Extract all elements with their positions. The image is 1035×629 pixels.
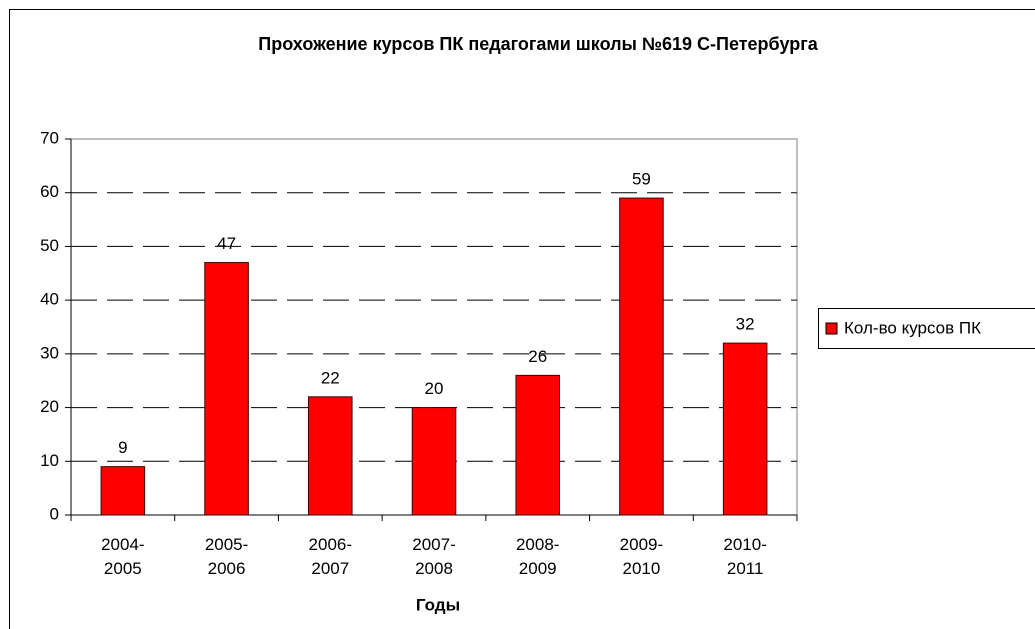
x-tick-label: 2008-2009: [515, 535, 560, 578]
x-tick-label: 2010-2011: [723, 535, 767, 578]
x-tick-label: 2004-2005: [101, 535, 145, 578]
bar: [619, 197, 664, 516]
x-axis-title: Годы: [416, 595, 460, 614]
y-tick-label: 60: [40, 182, 59, 201]
y-tick-label: 70: [40, 128, 59, 147]
data-label: 22: [321, 368, 340, 387]
bar: [722, 342, 768, 516]
data-label: 59: [632, 170, 651, 189]
x-tick-label: 2006-2007: [308, 535, 353, 578]
x-tick-label: 2005-2006: [204, 535, 249, 578]
bar: [411, 407, 457, 516]
legend-box: [818, 308, 1035, 349]
data-label: 26: [528, 347, 547, 366]
data-label: 32: [736, 315, 755, 334]
y-tick-label: 40: [40, 290, 59, 309]
legend-label: Кол-во курсов ПК: [844, 318, 981, 337]
bar: [515, 374, 560, 516]
y-tick-label: 10: [40, 451, 59, 470]
chart-title: Прохожение курсов ПК педагогами школы №6…: [258, 34, 818, 54]
bar: [100, 466, 146, 516]
y-tick-label: 30: [40, 343, 59, 362]
legend-swatch: [825, 322, 838, 335]
bar: [204, 262, 249, 516]
x-tick-label: 2007-2008: [412, 535, 456, 578]
data-label: 20: [425, 379, 444, 398]
y-tick-label: 50: [40, 236, 59, 255]
bar: [308, 396, 353, 516]
data-label: 47: [217, 234, 236, 253]
y-tick-label: 0: [50, 504, 59, 523]
y-tick-label: 20: [40, 397, 59, 416]
data-label: 9: [118, 438, 127, 457]
x-tick-label: 2009-2010: [619, 535, 664, 578]
